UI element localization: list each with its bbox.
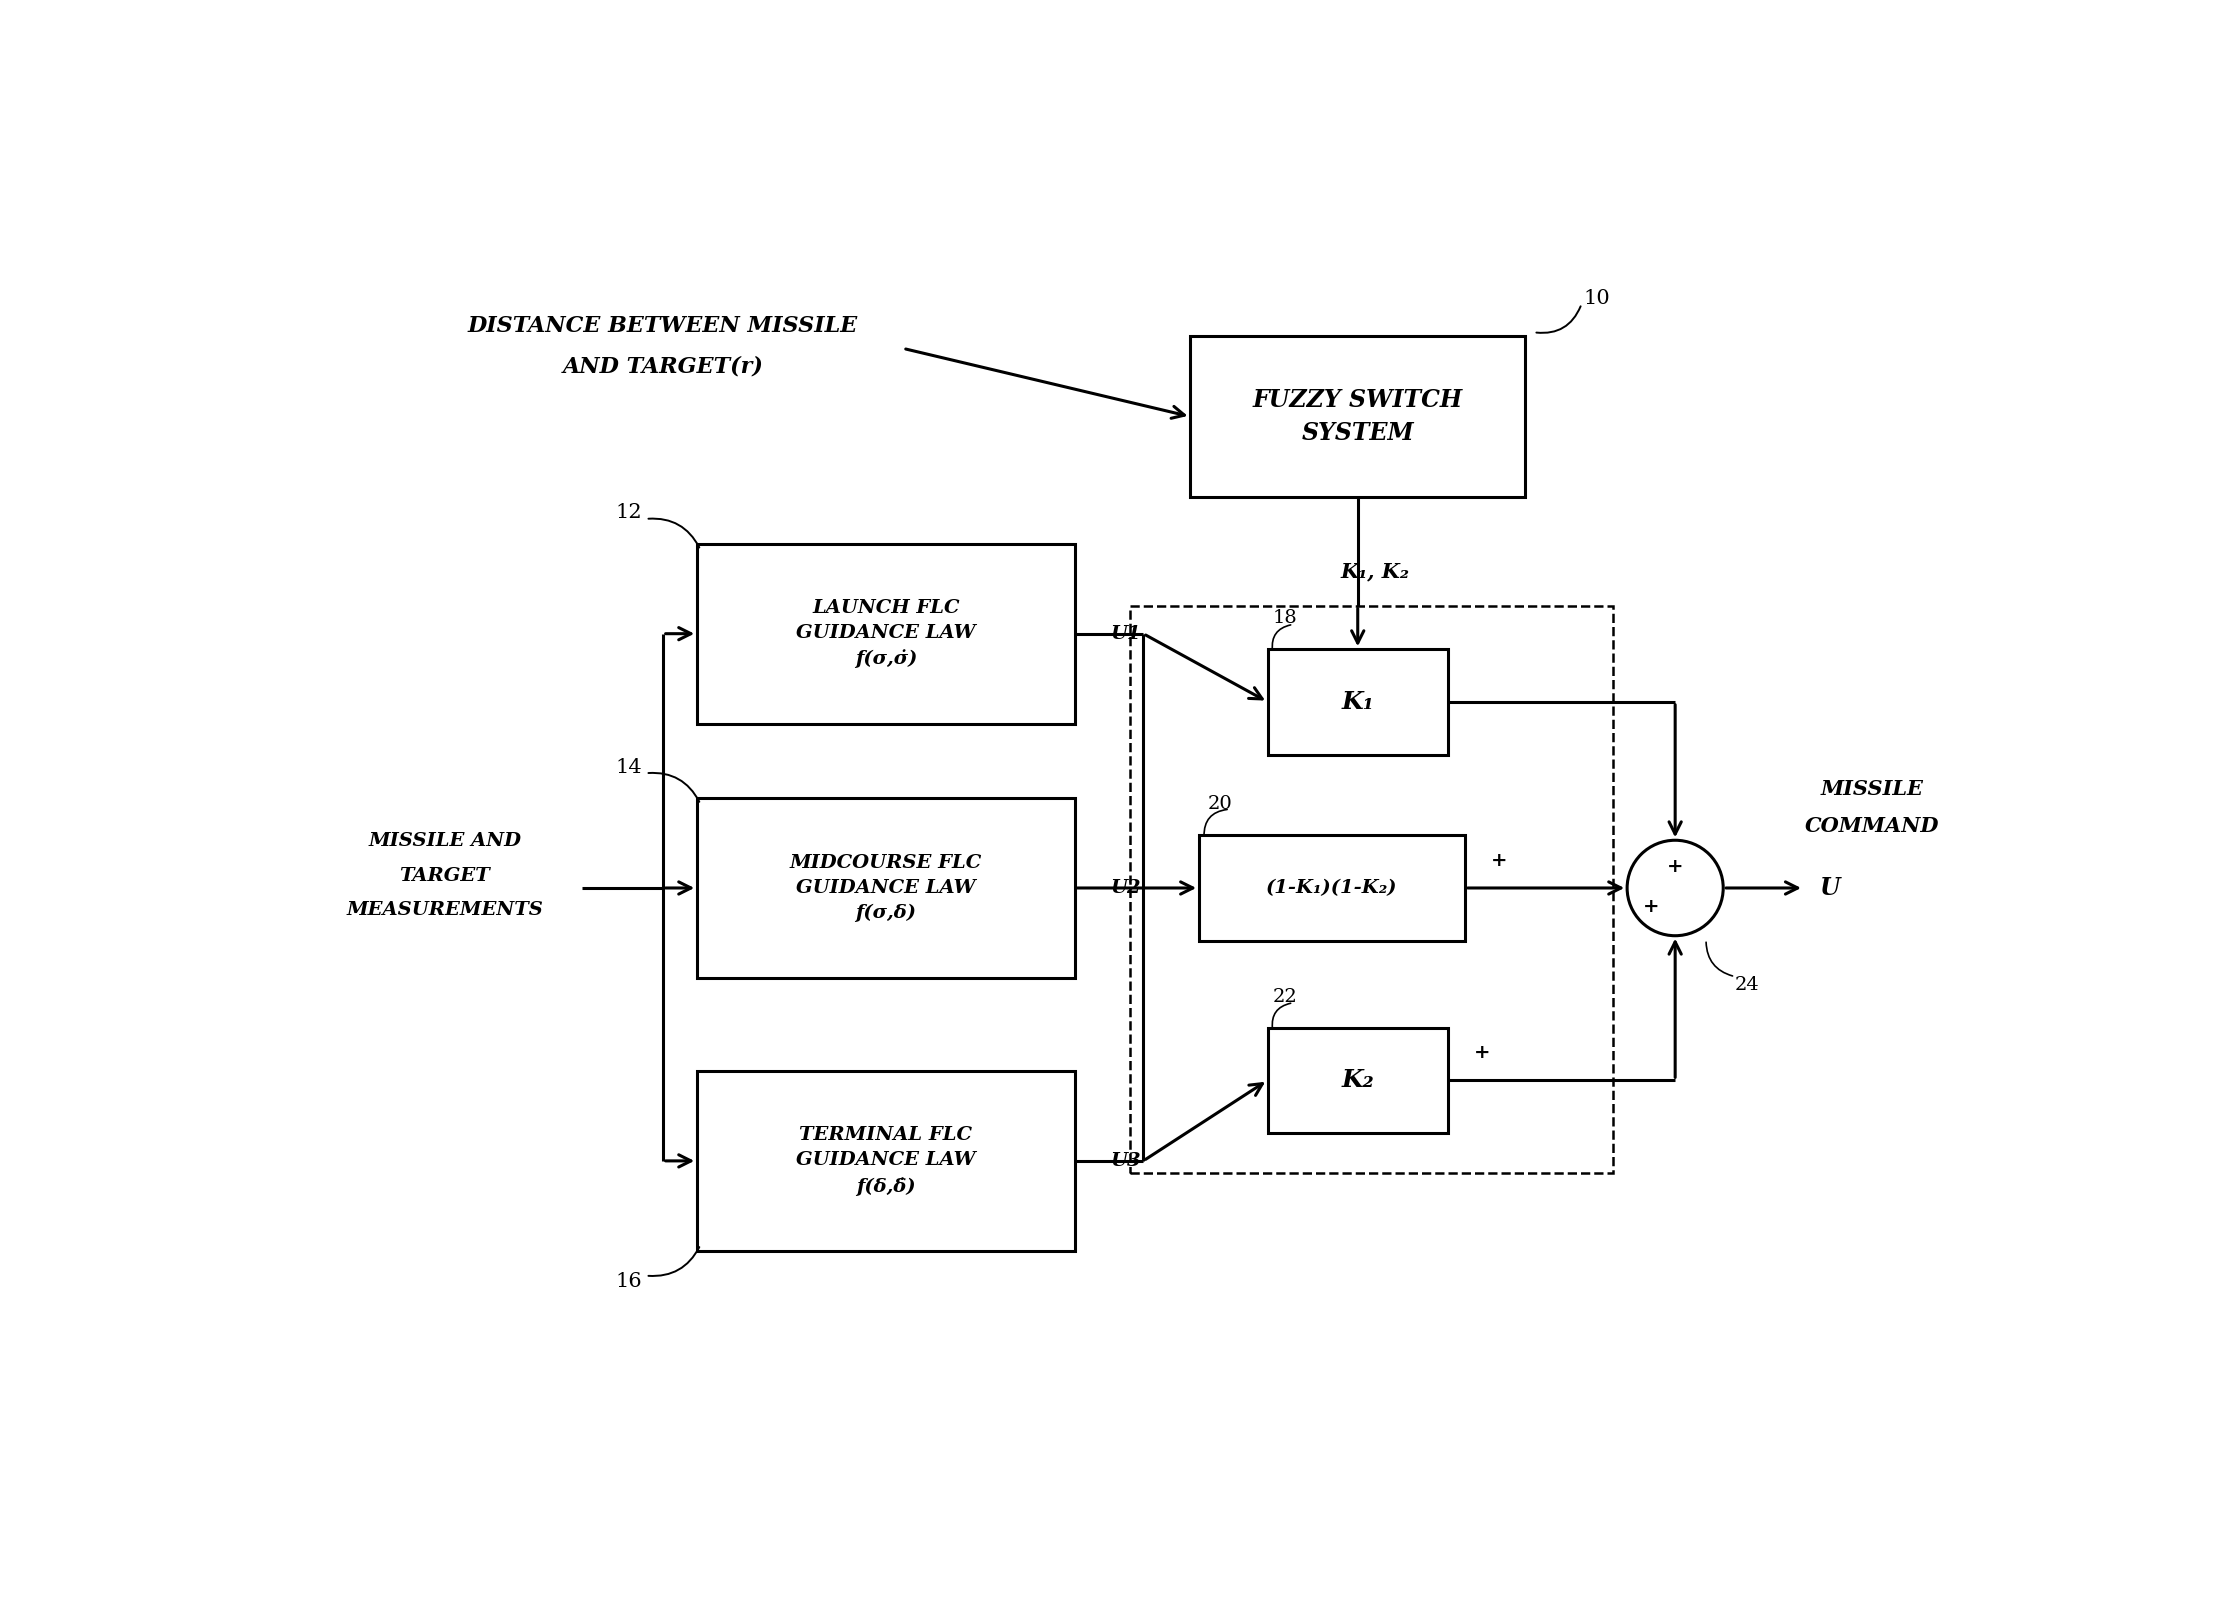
Text: 16: 16 [615,1273,642,1292]
Text: MEASUREMENTS: MEASUREMENTS [345,901,542,920]
Bar [1129,606,1614,1173]
Text: 24: 24 [1736,976,1760,994]
Text: +: + [1490,852,1508,870]
Text: TERMINAL FLC
GUIDANCE LAW
f(δ,δ̇): TERMINAL FLC GUIDANCE LAW f(δ,δ̇) [797,1126,976,1195]
Text: FUZZY SWITCH
SYSTEM: FUZZY SWITCH SYSTEM [1253,388,1463,445]
Bar [1269,1028,1448,1133]
Text: MIDCOURSE FLC
GUIDANCE LAW
f(σ,δ): MIDCOURSE FLC GUIDANCE LAW f(σ,δ) [790,854,983,921]
Text: MISSILE AND: MISSILE AND [368,831,523,851]
Text: U3: U3 [1111,1152,1142,1170]
Text: 20: 20 [1207,796,1231,814]
Text: AND TARGET(r): AND TARGET(r) [562,356,764,379]
Text: DISTANCE BETWEEN MISSILE: DISTANCE BETWEEN MISSILE [467,316,859,337]
Text: 10: 10 [1583,290,1610,308]
Text: 14: 14 [615,757,642,777]
Text: COMMAND: COMMAND [1804,815,1939,836]
Text: 18: 18 [1273,609,1297,627]
Bar [1269,649,1448,754]
Text: LAUNCH FLC
GUIDANCE LAW
f(σ,σ̇): LAUNCH FLC GUIDANCE LAW f(σ,σ̇) [797,599,976,669]
Text: MISSILE: MISSILE [1822,778,1924,799]
Text: U2: U2 [1111,880,1142,897]
Bar [697,545,1074,723]
Text: 12: 12 [615,503,642,522]
Text: U1: U1 [1111,625,1142,643]
Text: +: + [1667,857,1683,875]
Text: K₁, K₂: K₁, K₂ [1339,562,1410,582]
Bar [697,797,1074,978]
Text: U: U [1820,876,1840,901]
Bar [1200,834,1466,941]
Text: +: + [1643,897,1660,917]
Text: TARGET: TARGET [399,867,489,884]
Text: +: + [1475,1044,1490,1062]
Text: K₁: K₁ [1342,690,1375,714]
Text: K₂: K₂ [1342,1068,1375,1092]
Text: (1-K₁)(1-K₂): (1-K₁)(1-K₂) [1266,880,1397,897]
Text: 22: 22 [1273,988,1297,1005]
Bar [1191,337,1525,498]
Bar [697,1071,1074,1250]
